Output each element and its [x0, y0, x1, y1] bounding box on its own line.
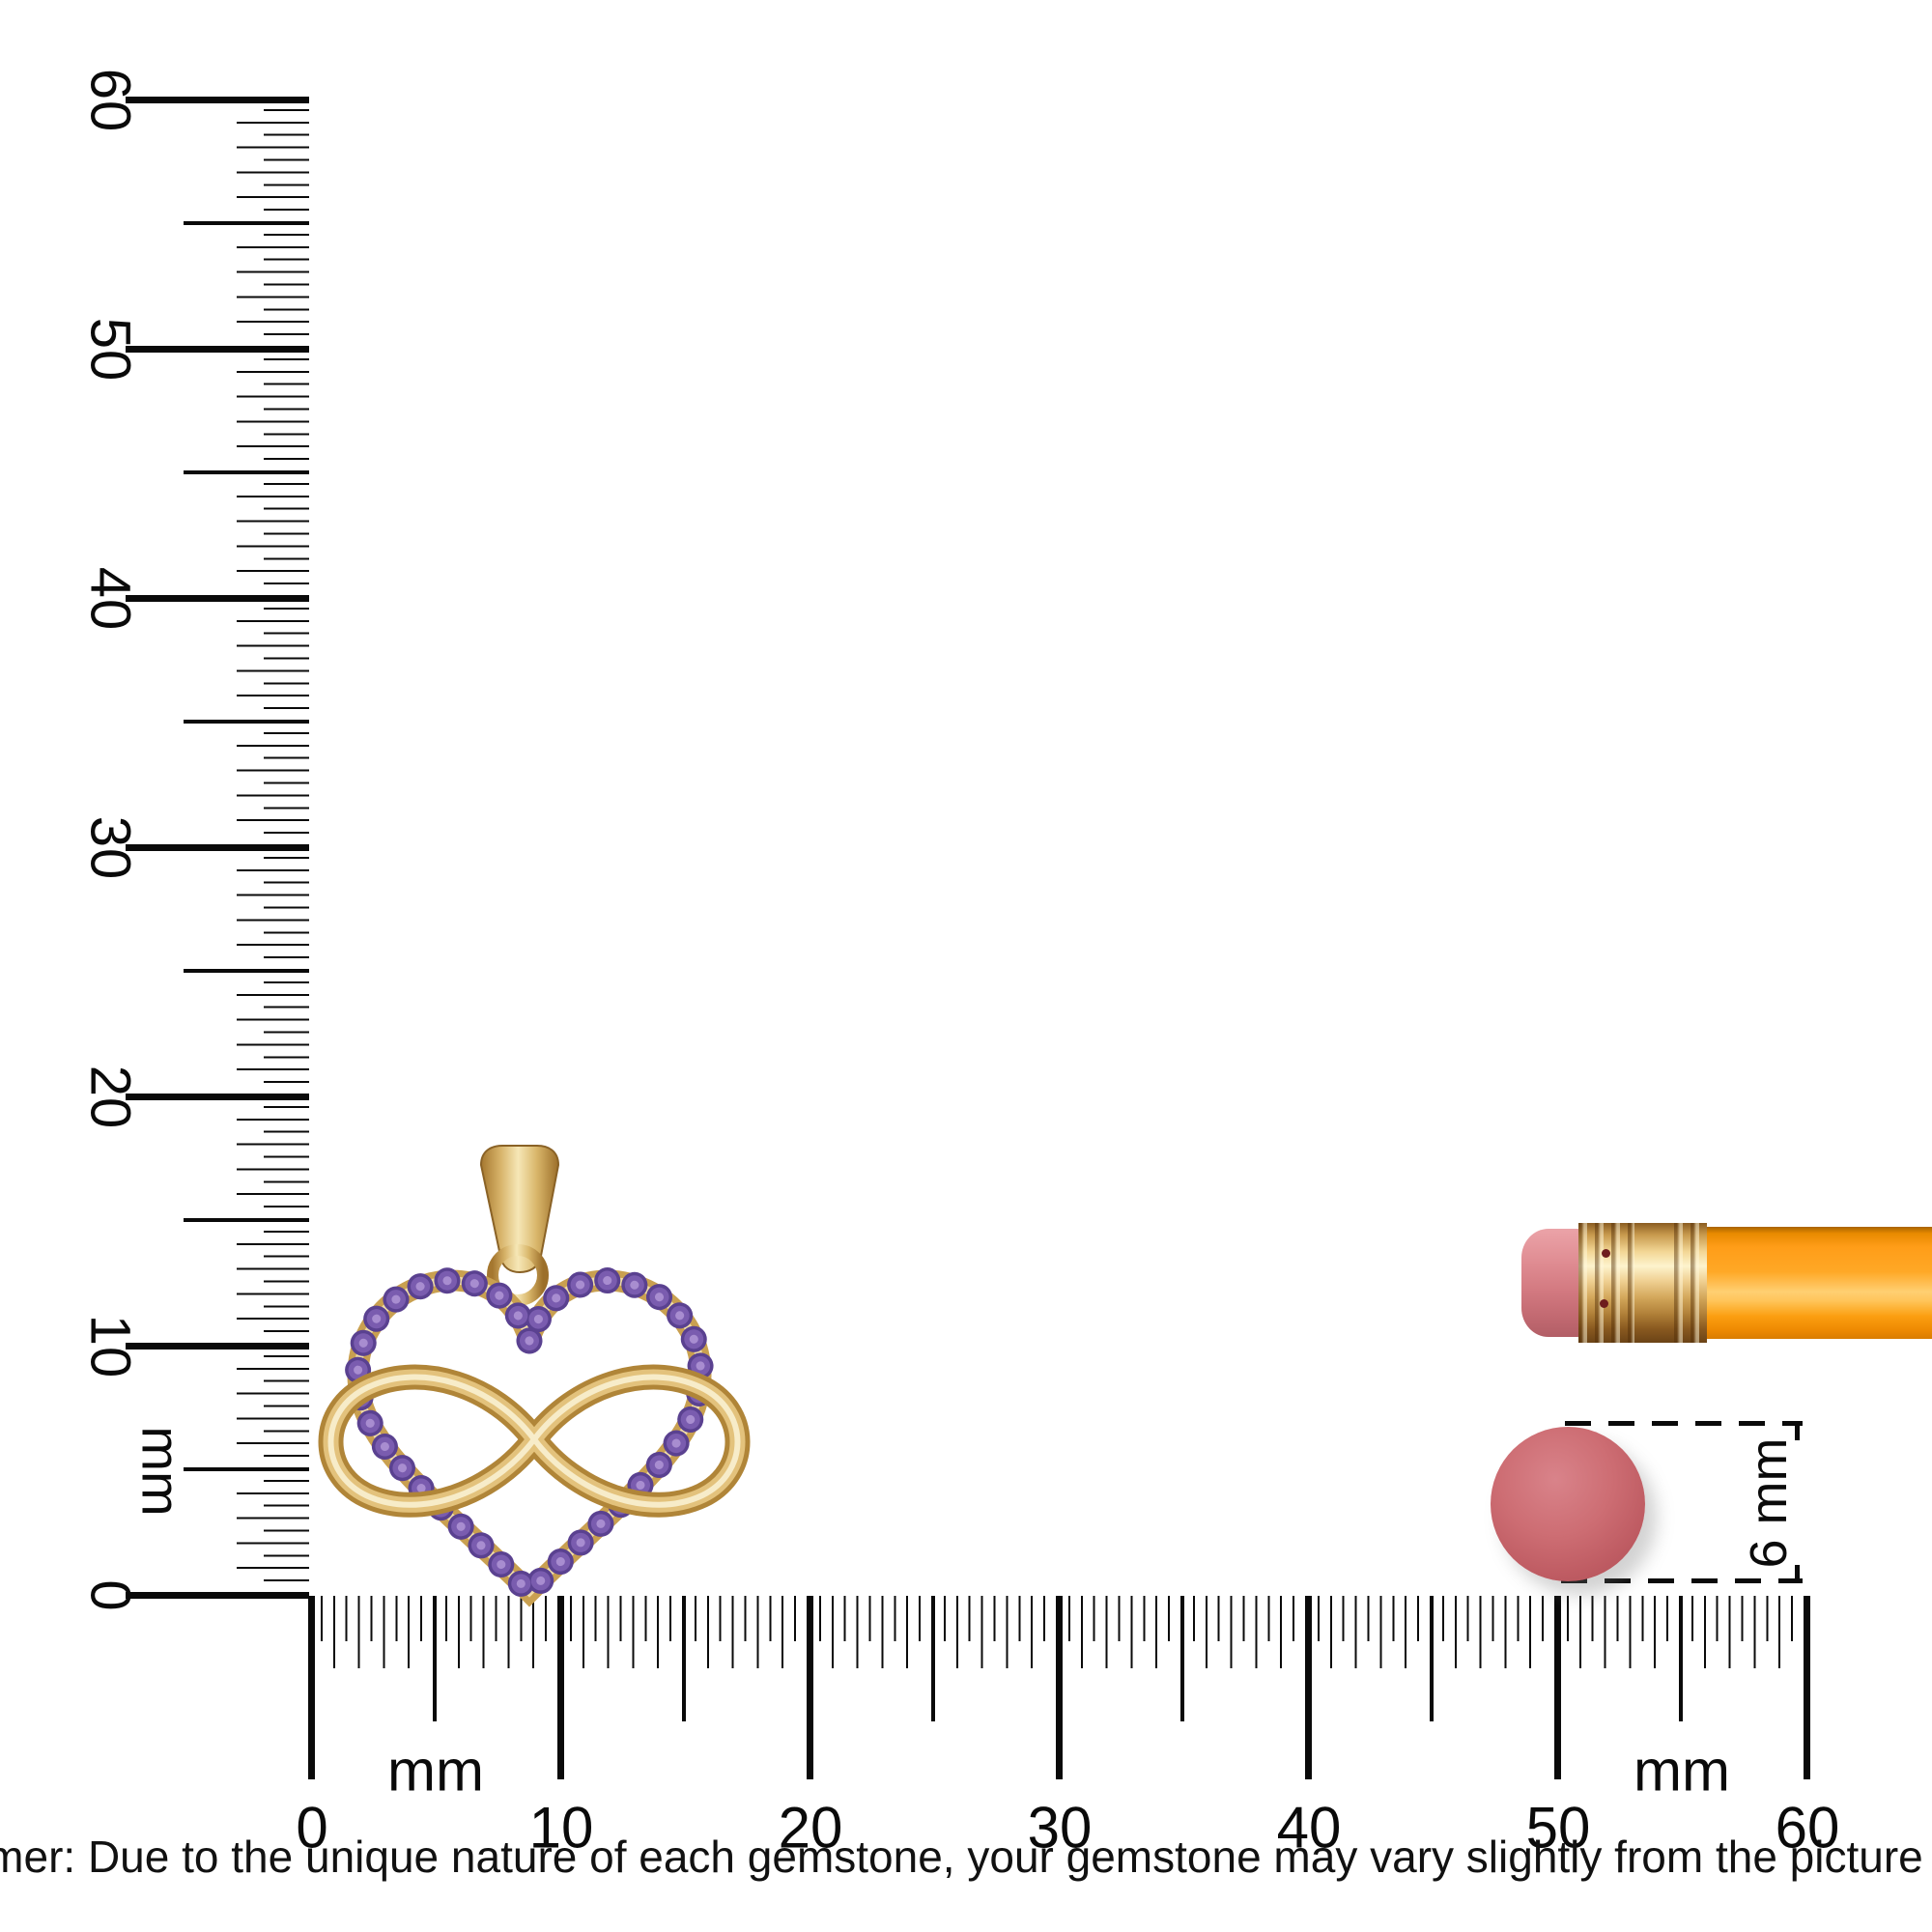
vertical-ruler-10mm-ticks	[126, 97, 309, 1600]
vertical-ruler-label-60: 60	[78, 68, 142, 133]
horizontal-ruler-label-40: 40	[1276, 1795, 1342, 1861]
horizontal-ruler-label-0: 0	[296, 1795, 328, 1861]
size-indicator-label: 6 mm	[1740, 1437, 1798, 1569]
horizontal-ruler-unit-label-left: mm	[387, 1738, 484, 1804]
vertical-ruler-label-10: 10	[78, 1314, 142, 1379]
horizontal-ruler-unit-label-right: mm	[1634, 1738, 1730, 1804]
vertical-ruler-label-20: 20	[78, 1065, 142, 1130]
pencil-body	[1707, 1227, 1932, 1339]
pencil-ferrule	[1578, 1223, 1707, 1343]
horizontal-ruler-label-20: 20	[778, 1795, 843, 1861]
vertical-ruler-label-0: 0	[78, 1579, 142, 1612]
vertical-ruler-unit-label: mm	[130, 1426, 192, 1517]
pendant-bail	[479, 1145, 560, 1274]
reference-circle	[1491, 1427, 1645, 1581]
pencil-eraser	[1521, 1229, 1583, 1337]
horizontal-ruler-label-30: 30	[1027, 1795, 1093, 1861]
pencil-image	[1521, 1223, 1932, 1343]
size-indicator-stub-top	[1795, 1423, 1800, 1440]
horizontal-ruler-10mm-ticks	[308, 1596, 1811, 1779]
pendant-image	[290, 1145, 792, 1623]
vertical-ruler-label-50: 50	[78, 317, 142, 383]
horizontal-ruler-label-10: 10	[528, 1795, 594, 1861]
vertical-ruler-label-30: 30	[78, 815, 142, 881]
horizontal-ruler-label-50: 50	[1525, 1795, 1591, 1861]
size-indicator-dash-top	[1565, 1421, 1803, 1426]
pencil-ferrule-rivet	[1600, 1299, 1608, 1308]
horizontal-ruler-label-60: 60	[1775, 1795, 1840, 1861]
vertical-ruler-label-40: 40	[78, 566, 142, 632]
disclaimer-text: Disclaimer: Due to the unique nature of …	[0, 1832, 1932, 1882]
pencil-ferrule-rivet	[1602, 1249, 1610, 1258]
size-indicator-dash-bottom	[1561, 1578, 1803, 1583]
size-indicator-stub-bottom	[1795, 1565, 1800, 1582]
